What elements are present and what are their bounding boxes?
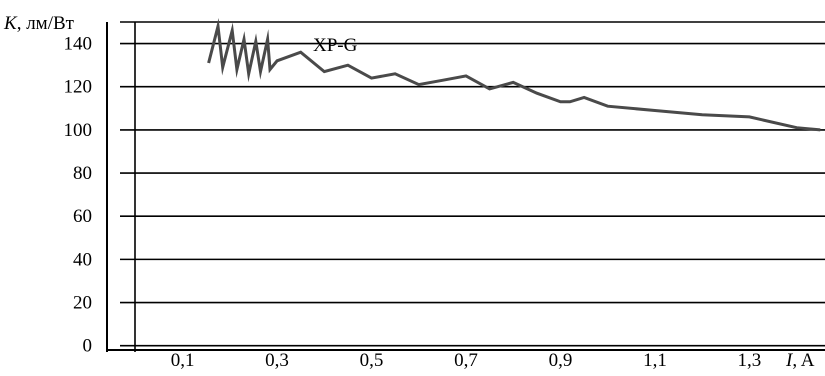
y-tick-label-80: 80 (73, 163, 92, 184)
x-tick-label-0-3: 0,3 (265, 350, 289, 371)
x-tick-labels: 0,1 0,3 0,5 0,7 0,9 1,1 1,3 (171, 350, 762, 371)
series-line-xp-g (207, 18, 821, 132)
y-tick-label-140: 140 (64, 34, 93, 55)
y-tick-labels: 0 20 40 60 80 100 120 140 (64, 34, 93, 357)
y-tick-label-40: 40 (73, 249, 92, 270)
x-tick-label-0-5: 0,5 (360, 350, 384, 371)
axes (106, 21, 825, 352)
x-tick-label-1-3: 1,3 (738, 350, 762, 371)
y-tick-label-60: 60 (73, 206, 92, 227)
grid-lines (120, 42, 825, 347)
x-tick-label-1-1: 1,1 (643, 350, 667, 371)
y-axis-label: K, лм/Вт (3, 13, 75, 34)
y-tick-label-100: 100 (64, 120, 93, 141)
x-tick-label-0-9: 0,9 (549, 350, 573, 371)
series-label-xp-g: XP-G (313, 35, 358, 56)
series-lines (207, 18, 821, 132)
y-tick-label-20: 20 (73, 293, 92, 314)
y-tick-label-120: 120 (64, 77, 93, 98)
y-tick-label-0: 0 (83, 336, 93, 357)
x-tick-label-0-7: 0,7 (454, 350, 478, 371)
x-axis-label: I, A (785, 350, 815, 371)
x-tick-label-0-1: 0,1 (171, 350, 195, 371)
